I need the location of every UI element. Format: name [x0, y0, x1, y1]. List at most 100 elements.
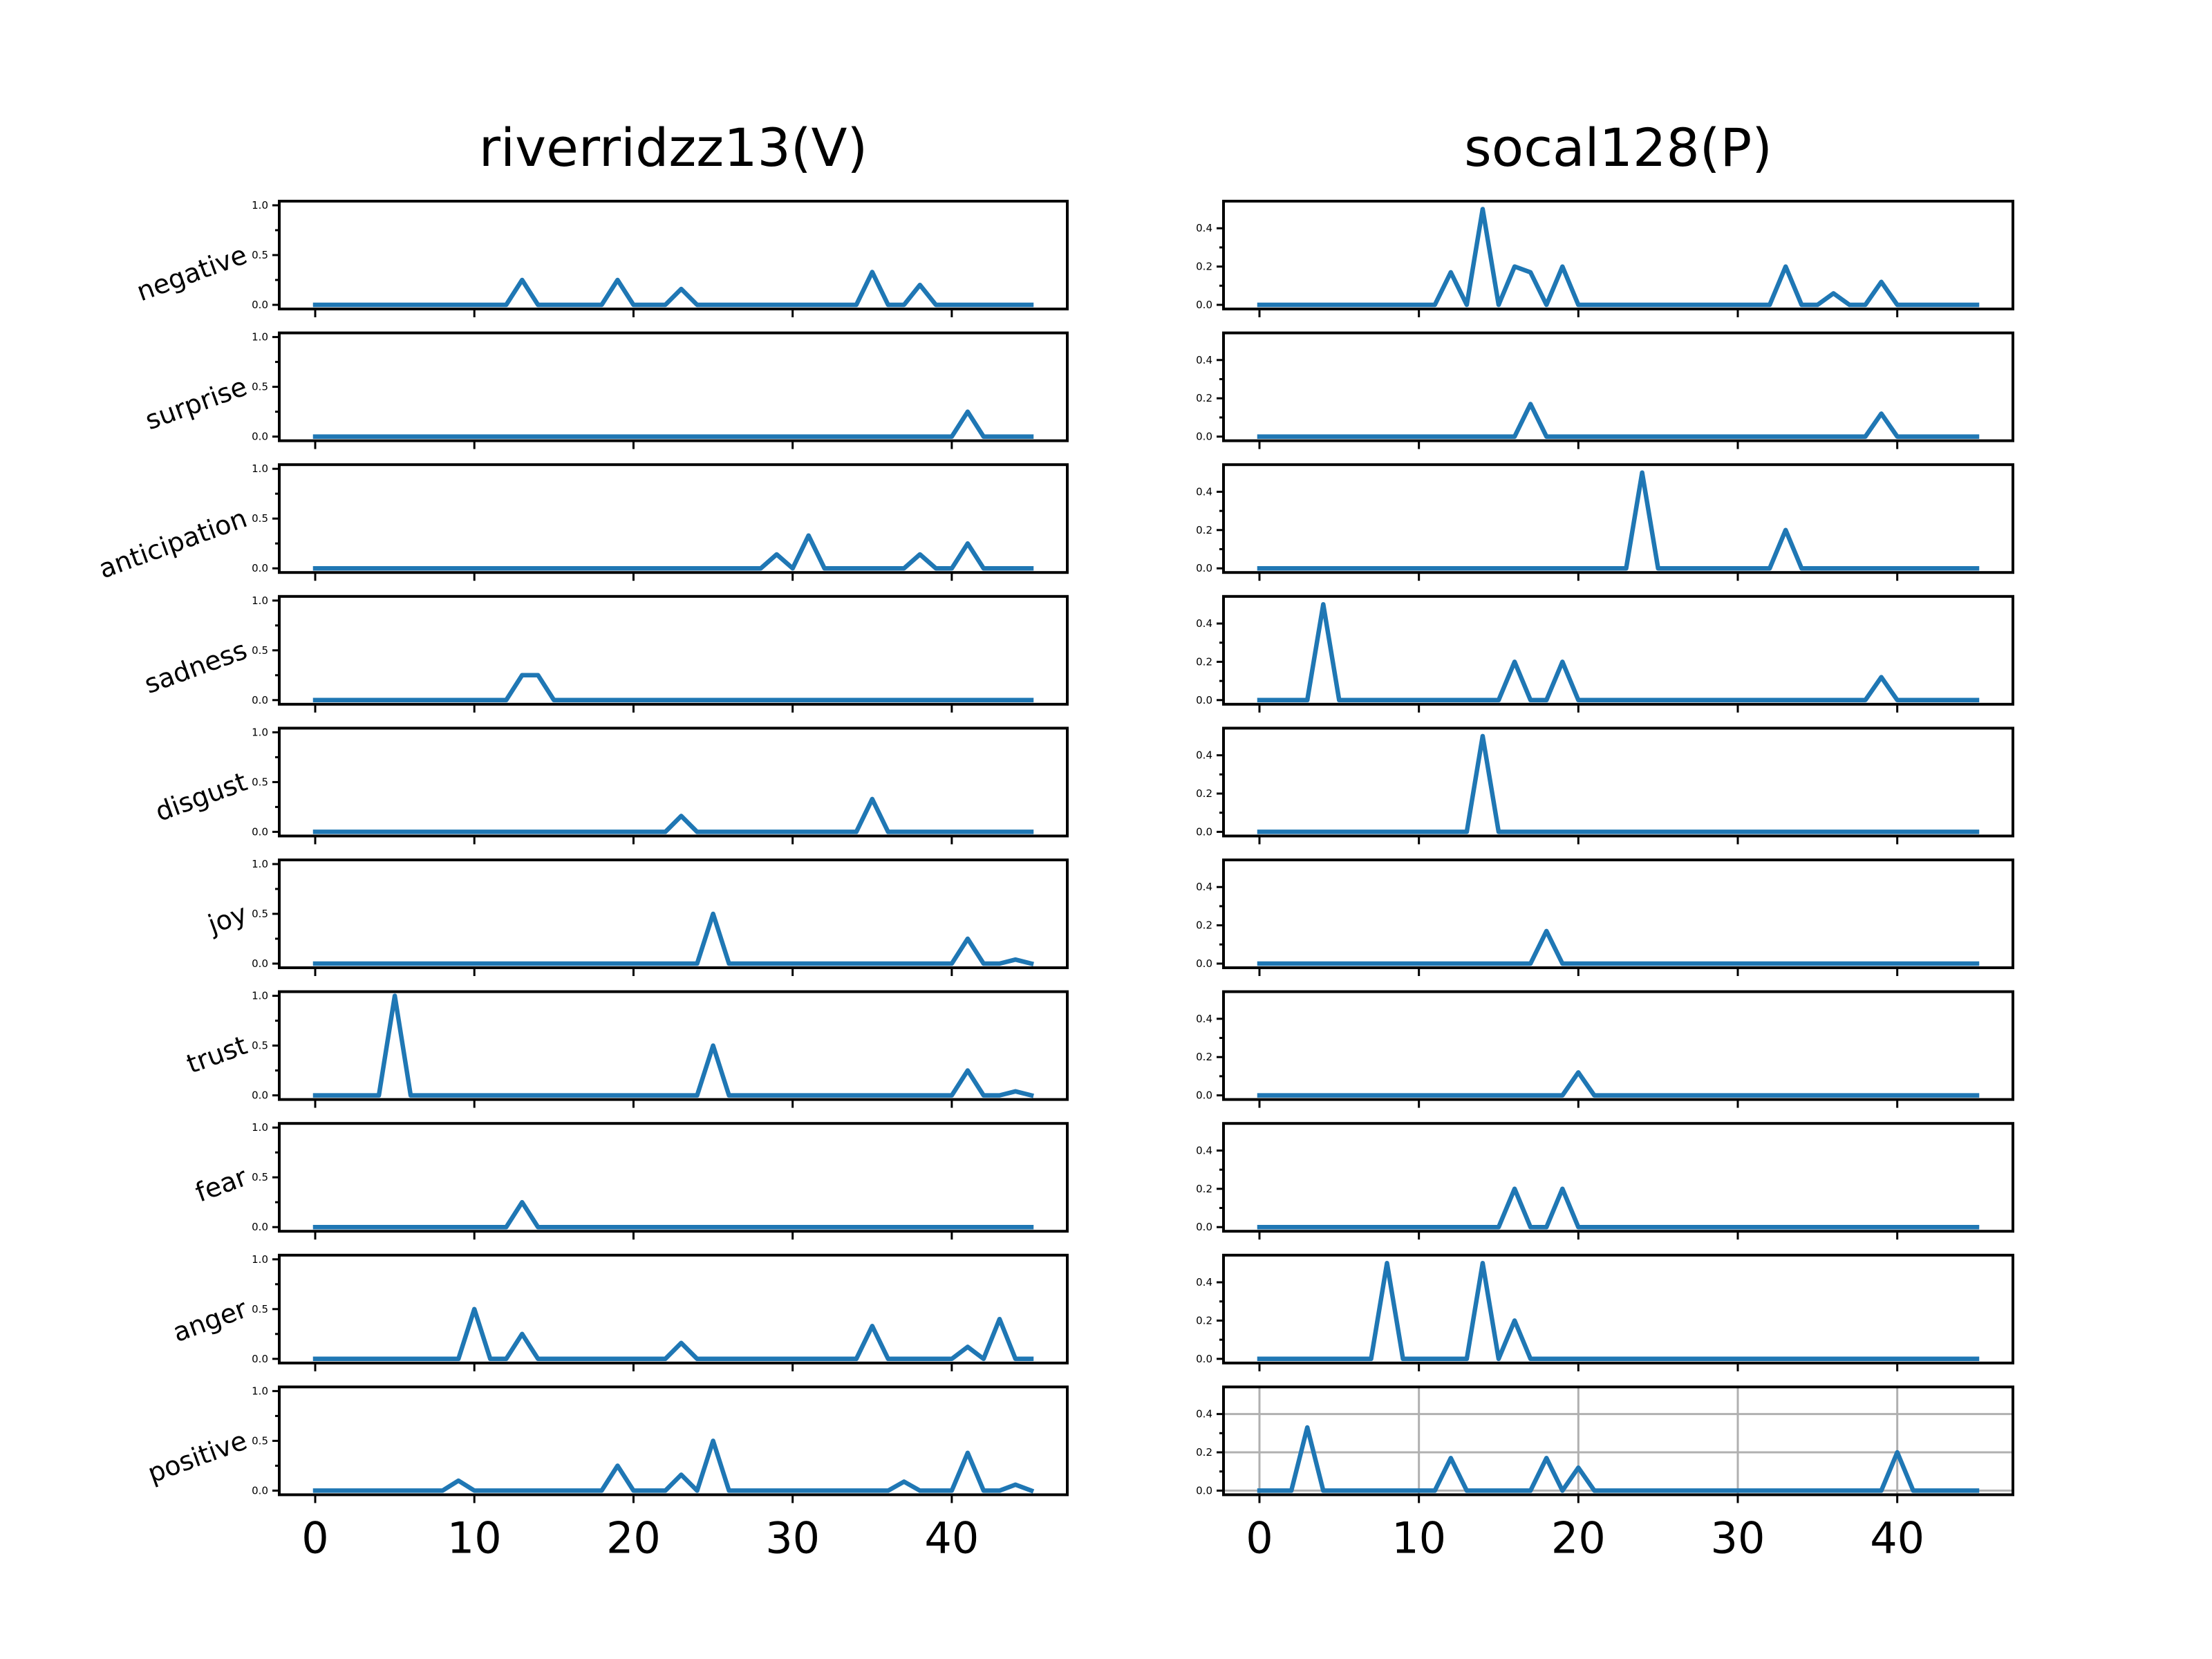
axes-frame	[278, 594, 1069, 706]
y-tick-label: 0.4	[1196, 1408, 1212, 1421]
y-tick-label: 0.0	[1196, 1353, 1212, 1365]
y-tick-label: 0.0	[252, 694, 268, 706]
series-line-sadness	[1257, 602, 1980, 703]
subplot-joy: 0.0 0.5 1.0 joy	[203, 858, 1069, 976]
y-tick-label: 1.0	[252, 858, 268, 870]
row-label-sadness: sadness	[140, 635, 251, 700]
y-tick-label: 0.4	[1196, 1144, 1212, 1156]
series-line-trust	[312, 993, 1034, 1098]
x-tick-label: 20	[1551, 1512, 1606, 1563]
subplot-negative: 0.0 0.2 0.4	[1196, 200, 2014, 317]
y-tick-label: 0.0	[1196, 1089, 1212, 1102]
y-tick-label: 0.5	[252, 1171, 268, 1183]
series-line-anger	[1257, 1261, 1980, 1362]
axes-frame	[278, 200, 1069, 310]
y-tick-label: 1.0	[252, 331, 268, 344]
y-tick-label: 0.0	[1196, 825, 1212, 838]
row-label-anticipation: anticipation	[95, 503, 251, 584]
subplot-disgust: 0.0 0.5 1.0 disgust	[151, 726, 1069, 845]
axes-frame	[1222, 1385, 2014, 1497]
row-label-positive: positive	[144, 1425, 251, 1489]
y-tick-label: 0.0	[252, 957, 268, 970]
column-title: riverridzz13(V)	[479, 117, 868, 178]
y-tick-label: 0.5	[252, 908, 268, 920]
y-tick-label: 0.4	[1196, 617, 1212, 630]
y-tick-label: 0.0	[1196, 1484, 1212, 1497]
y-tick-label: 0.0	[252, 1353, 268, 1365]
y-tick-label: 0.4	[1196, 749, 1212, 762]
y-tick-label: 0.0	[1196, 1221, 1212, 1233]
y-tick-label: 0.2	[1196, 1314, 1212, 1327]
y-tick-label: 0.0	[1196, 562, 1212, 574]
y-tick-label: 0.0	[1196, 957, 1212, 970]
y-tick-label: 0.4	[1196, 1013, 1212, 1025]
axes-frame	[278, 859, 1069, 969]
x-tick-label: 0	[1246, 1512, 1273, 1563]
subplot-surprise: 0.0 0.5 1.0 surprise	[141, 331, 1069, 449]
y-tick-label: 0.4	[1196, 1276, 1212, 1288]
panel-column-1: socal128(P)0.00.20.40.00.20.40.00.20.40.…	[1196, 117, 2014, 1563]
y-tick-label: 0.2	[1196, 1183, 1212, 1195]
y-tick-label: 0.2	[1196, 524, 1212, 536]
subplot-joy: 0.0 0.2 0.4	[1196, 859, 2014, 976]
y-tick-label: 0.4	[1196, 354, 1212, 366]
row-label-surprise: surprise	[141, 371, 251, 436]
y-tick-label: 0.2	[1196, 1446, 1212, 1459]
y-tick-label: 1.0	[252, 462, 268, 475]
y-tick-label: 0.5	[252, 512, 268, 525]
x-tick-label: 0	[301, 1512, 328, 1563]
series-line-fear	[1257, 1186, 1980, 1230]
x-tick-label: 40	[924, 1512, 979, 1563]
subplot-sadness: 0.0 0.2 0.4	[1196, 594, 2014, 713]
y-tick-label: 0.5	[252, 644, 268, 657]
series-line-anticipation	[312, 533, 1034, 571]
subplot-anger: 0.0 0.5 1.0 anger	[169, 1253, 1069, 1371]
series-line-disgust	[312, 796, 1034, 834]
y-tick-label: 0.2	[1196, 392, 1212, 404]
y-tick-label: 0.0	[252, 431, 268, 443]
series-line-negative	[1257, 207, 1980, 308]
y-tick-label: 0.5	[252, 1303, 268, 1315]
y-tick-label: 1.0	[252, 1253, 268, 1266]
axes-frame	[278, 331, 1069, 442]
subplot-trust: 0.0 0.5 1.0 trust	[182, 990, 1069, 1108]
y-tick-label: 0.5	[252, 776, 268, 788]
row-label-negative: negative	[133, 239, 251, 307]
y-tick-label: 0.0	[252, 562, 268, 574]
series-line-positive	[312, 1438, 1035, 1494]
series-line-disgust	[1257, 733, 1980, 834]
panel-column-0: riverridzz13(V) 0.0 0.5 1.0 negative 0.0 0.5 1.…	[95, 117, 1069, 1563]
y-tick-label: 1.0	[252, 199, 268, 212]
y-tick-label: 0.0	[252, 1221, 268, 1233]
y-tick-label: 0.2	[1196, 787, 1212, 800]
row-label-disgust: disgust	[151, 767, 251, 827]
subplot-disgust: 0.0 0.2 0.4	[1196, 727, 2014, 845]
series-line-fear	[312, 1199, 1034, 1230]
y-tick-label: 0.0	[1196, 299, 1212, 311]
subplot-anticipation: 0.0 0.5 1.0 anticipation	[95, 462, 1069, 584]
x-tick-label: 40	[1870, 1512, 1924, 1563]
subplot-negative: 0.0 0.5 1.0 negative	[133, 199, 1069, 317]
series-line-joy	[312, 911, 1034, 966]
subplot-trust: 0.0 0.2 0.4	[1196, 990, 2014, 1108]
y-tick-label: 0.0	[1196, 694, 1212, 706]
series-line-sadness	[312, 673, 1034, 703]
y-tick-label: 0.0	[1196, 431, 1212, 443]
row-label-trust: trust	[182, 1030, 251, 1080]
row-label-joy: joy	[203, 898, 251, 940]
subplot-anger: 0.0 0.2 0.4	[1196, 1253, 2014, 1371]
y-tick-label: 1.0	[252, 990, 268, 1002]
axes-frame	[1222, 331, 2014, 442]
x-tick-label: 10	[1391, 1512, 1446, 1563]
series-line-surprise	[1257, 402, 1980, 439]
y-tick-label: 0.2	[1196, 919, 1212, 932]
axes-frame	[1222, 200, 2014, 310]
x-tick-label: 20	[606, 1512, 661, 1563]
axes-frame	[278, 1122, 1069, 1233]
y-tick-label: 0.0	[252, 825, 268, 838]
subplot-positive: 0.0 0.2 0.4	[1196, 1385, 2014, 1503]
subplot-anticipation: 0.0 0.2 0.4	[1196, 463, 2014, 581]
y-tick-label: 1.0	[252, 1121, 268, 1134]
axes-frame	[1222, 594, 2014, 706]
